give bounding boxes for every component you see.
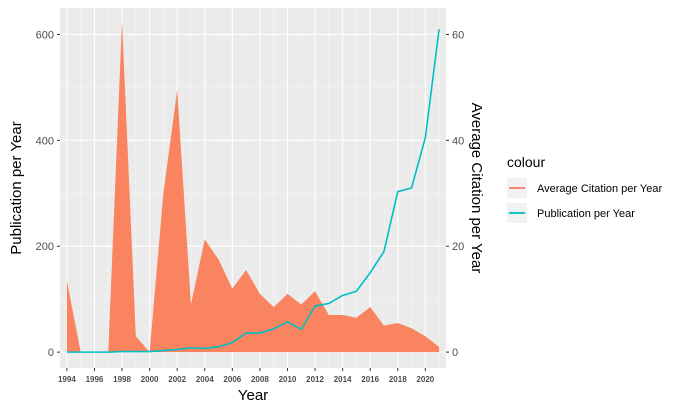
x-tick-label: 2008: [251, 375, 269, 384]
x-tick-label: 1996: [86, 375, 104, 384]
y-left-tick-label: 200: [36, 241, 54, 253]
legend-title: colour: [507, 154, 545, 170]
y-left-tick-label: 400: [36, 135, 54, 147]
x-tick-label: 2018: [389, 375, 407, 384]
y-right-axis-title: Average Citation per Year: [468, 103, 485, 274]
y-left-tick-label: 0: [48, 347, 54, 359]
x-tick-label: 2006: [223, 375, 241, 384]
y-right-tick-label: 0: [452, 347, 458, 359]
y-left-tick-label: 600: [36, 29, 54, 41]
x-tick-label: 2000: [141, 375, 159, 384]
y-right-tick-label: 40: [452, 135, 464, 147]
y-right-axis-ticks: 0 20 40 60: [446, 29, 464, 359]
x-tick-label: 2012: [306, 375, 324, 384]
legend-label: Publication per Year: [537, 208, 635, 220]
x-tick-label: 2010: [279, 375, 297, 384]
x-tick-label: 2014: [334, 375, 352, 384]
legend: colour Average Citation per Year Publicat…: [507, 154, 662, 223]
x-tick-label: 2002: [168, 375, 186, 384]
y-right-tick-label: 60: [452, 29, 464, 41]
y-right-tick-label: 20: [452, 241, 464, 253]
x-tick-label: 1994: [58, 375, 76, 384]
x-axis-ticks: 1994 1996 1998 2000 2002 2004 2006 2008 2010 2012…: [58, 368, 435, 384]
legend-entries: Average Citation per Year Publication per…: [507, 178, 662, 223]
y-left-axis-ticks: 0 200 400 600: [36, 29, 60, 359]
publication-line-layer: [66, 29, 440, 353]
x-tick-label: 2016: [361, 375, 379, 384]
citation-area: [66, 21, 440, 353]
x-tick-label: 2020: [416, 375, 434, 384]
citation-area-layer: [66, 21, 440, 353]
x-tick-label: 1998: [113, 375, 131, 384]
legend-label: Average Citation per Year: [537, 183, 662, 195]
publication-line: [66, 29, 440, 353]
x-axis-title: Year: [238, 387, 268, 404]
y-left-axis-title: Publication per Year: [8, 121, 25, 254]
x-tick-label: 2004: [196, 375, 214, 384]
